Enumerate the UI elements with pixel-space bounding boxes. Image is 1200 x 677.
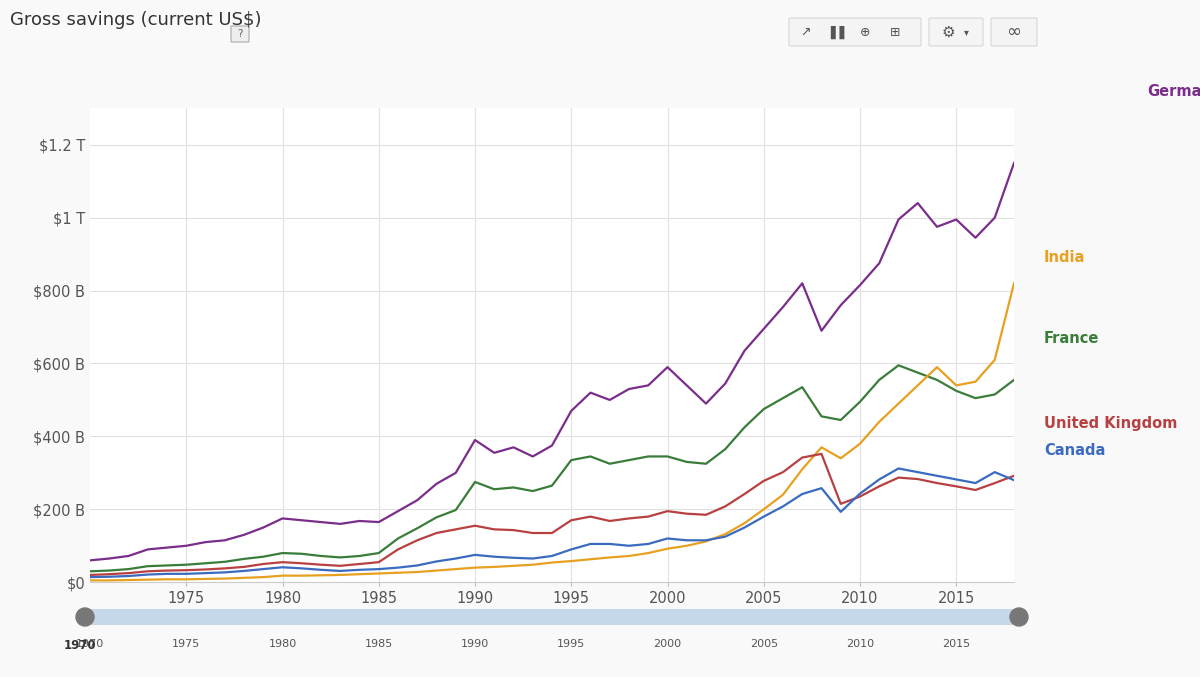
Text: ▐▐: ▐▐ <box>826 25 845 39</box>
Text: ⊞: ⊞ <box>889 26 900 39</box>
Text: Gross savings (current US$): Gross savings (current US$) <box>10 11 262 29</box>
FancyBboxPatch shape <box>929 18 983 46</box>
FancyBboxPatch shape <box>85 609 1019 625</box>
FancyBboxPatch shape <box>991 18 1037 46</box>
Text: 1980: 1980 <box>269 639 296 649</box>
Text: ↗: ↗ <box>799 26 810 39</box>
Text: ▾: ▾ <box>964 27 968 37</box>
Text: 2015: 2015 <box>942 639 971 649</box>
Text: ?: ? <box>238 29 242 39</box>
Text: 1995: 1995 <box>557 639 586 649</box>
Text: 1985: 1985 <box>365 639 392 649</box>
Text: ⚙: ⚙ <box>941 24 955 39</box>
Text: 2005: 2005 <box>750 639 778 649</box>
Circle shape <box>1010 608 1028 626</box>
Circle shape <box>76 608 94 626</box>
Text: 1970: 1970 <box>76 639 104 649</box>
Text: 2010: 2010 <box>846 639 874 649</box>
FancyBboxPatch shape <box>790 18 922 46</box>
Text: 1975: 1975 <box>172 639 200 649</box>
Text: 2000: 2000 <box>654 639 682 649</box>
Text: ⊕: ⊕ <box>859 26 870 39</box>
Text: 1990: 1990 <box>461 639 490 649</box>
Text: 1970: 1970 <box>64 639 96 652</box>
Text: United Kingdom: United Kingdom <box>1044 416 1177 431</box>
FancyBboxPatch shape <box>230 26 250 42</box>
Text: Canada: Canada <box>1044 443 1105 458</box>
Text: Germany: Germany <box>1147 84 1200 99</box>
Text: India: India <box>1044 250 1085 265</box>
Text: France: France <box>1044 331 1099 346</box>
Text: ∞: ∞ <box>1007 23 1021 41</box>
